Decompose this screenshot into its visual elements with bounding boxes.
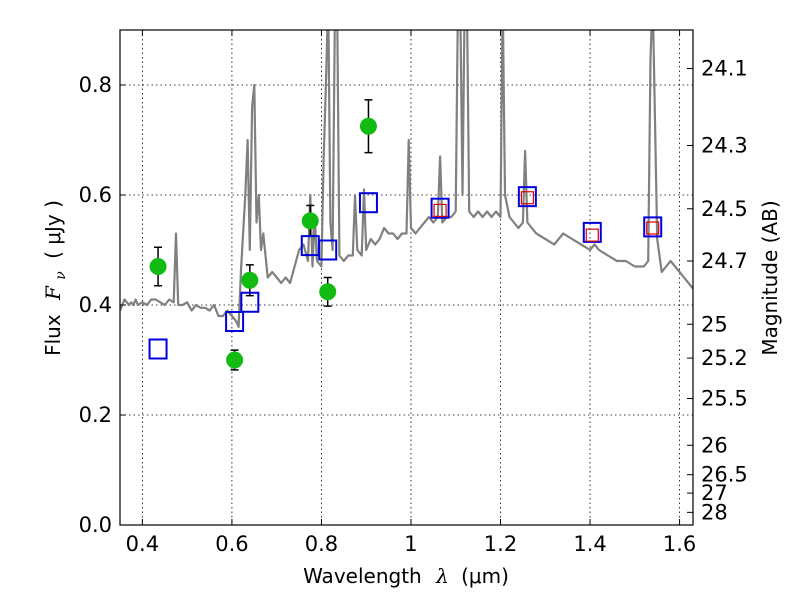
sed-line-layer	[120, 30, 693, 329]
ticks: 0.4 0.6 0.8 1 1.2 1.4 1.6 0.0 0.2 0.4 0.6 0.8 24.1 24…	[79, 30, 748, 556]
x-axis-label-unit: (μm)	[461, 564, 509, 588]
y-tick-label: 0.2	[79, 403, 112, 427]
model-point	[318, 239, 338, 261]
model-point	[517, 186, 537, 208]
y-axis-label-subscript: ν	[53, 271, 69, 280]
y2-axis-label: Magnitude (AB)	[758, 200, 782, 355]
y2-tick-label: 24.5	[701, 197, 748, 221]
observed-point	[149, 258, 167, 275]
observed-point	[359, 117, 377, 135]
model-point	[582, 221, 602, 243]
model-point	[148, 338, 168, 360]
x-axis-label: Wavelength λ (μm)	[303, 564, 509, 588]
plot-frame	[119, 29, 694, 526]
y-axis-label: Flux F ν ( μJy )	[41, 200, 70, 356]
y2-tick-label: 26.5	[701, 463, 748, 487]
y-tick-label: 0.4	[79, 293, 112, 317]
model-point	[358, 192, 378, 214]
marker-layer	[148, 99, 663, 371]
y2-tick-label: 26	[701, 433, 728, 457]
nir-point	[520, 191, 534, 205]
y-axis-label-unit: ( μJy )	[41, 200, 65, 259]
x-tick-label: 1	[404, 532, 417, 556]
model-point	[430, 197, 450, 219]
y-axis-label-prefix: Flux	[41, 314, 65, 356]
y2-tick-label: 24.1	[701, 57, 748, 81]
model-point	[225, 311, 245, 332]
x-tick-label: 1.6	[663, 532, 696, 556]
nir-point	[646, 221, 660, 235]
y2-tick-label: 25.2	[701, 346, 748, 370]
y2-tick-label: 25	[701, 312, 728, 336]
y-tick-label: 0.0	[79, 513, 112, 537]
y-tick-label: 0.8	[79, 73, 112, 97]
observed-point	[319, 283, 337, 301]
model-point	[240, 291, 260, 313]
x-tick-label: 0.8	[305, 532, 338, 556]
grid	[120, 30, 693, 526]
y2-tick-label: 25.5	[701, 387, 748, 411]
y2-tick-label: 27	[701, 481, 728, 505]
nir-point	[585, 228, 599, 242]
x-tick-label: 0.4	[126, 532, 159, 556]
sed-line	[120, 30, 693, 329]
observed-point	[241, 271, 259, 289]
model-point	[643, 216, 663, 238]
x-axis-label-symbol: λ	[435, 564, 449, 588]
x-axis-label-prefix: Wavelength	[303, 564, 422, 588]
x-tick-label: 0.6	[215, 532, 248, 556]
x-tick-label: 1.2	[484, 532, 517, 556]
y2-tick-label: 24.3	[701, 134, 748, 158]
y-tick-label: 0.6	[79, 183, 112, 207]
observed-point	[301, 212, 319, 230]
observed-point	[226, 351, 244, 369]
y2-tick-label: 28	[701, 500, 728, 524]
nir-point	[433, 203, 447, 217]
x-tick-label: 1.4	[573, 532, 606, 556]
y2-tick-label: 24.7	[701, 249, 748, 273]
y-axis-label-symbol: F	[41, 285, 65, 301]
